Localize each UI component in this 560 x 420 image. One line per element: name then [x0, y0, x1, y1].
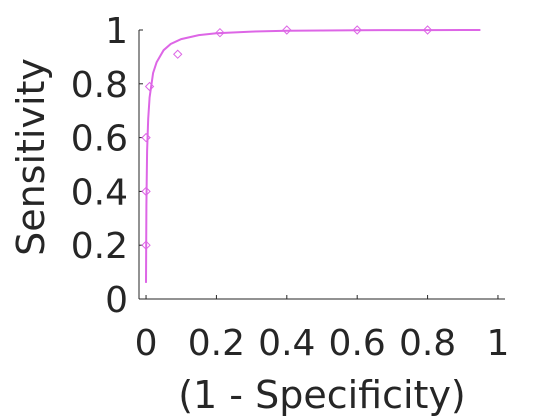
y-tick-label: 0.4 — [71, 172, 128, 213]
x-tick-label: 0.4 — [258, 323, 315, 364]
x-tick-label: 0.2 — [188, 323, 245, 364]
data-point-diamond — [422, 25, 433, 35]
data-point-diamond — [141, 240, 151, 250]
y-tick-label: 0 — [105, 280, 128, 321]
x-tick-label: 0 — [135, 323, 158, 364]
data-point-diamond — [141, 186, 151, 197]
data-point-diamond — [352, 25, 362, 35]
x-tick-label: 0.8 — [399, 323, 456, 364]
y-tick-label: 0.8 — [71, 65, 128, 106]
fit-curve-line — [145, 29, 481, 283]
y-tick-label: 0.6 — [71, 119, 128, 160]
x-axis-label: (1 - Specificity) — [178, 373, 466, 417]
y-tick-label: 0.2 — [71, 226, 128, 267]
data-point-diamond — [141, 132, 151, 143]
data-point-diamond — [282, 25, 292, 35]
data-point-diamond — [215, 27, 225, 38]
y-axis-label: Sensitivity — [9, 58, 53, 256]
axes — [138, 29, 505, 300]
tick-labels: 0 0.2 0.4 0.6 0.8 1 0 0.2 0.4 0.6 0.8 1 — [71, 11, 510, 364]
data-point-diamond — [144, 81, 155, 92]
x-tick-label: 1 — [487, 323, 510, 364]
x-tick-label: 0.6 — [329, 323, 386, 364]
y-tick-label: 1 — [105, 11, 128, 52]
data-point-diamond — [173, 49, 183, 59]
plot-area — [141, 25, 481, 283]
